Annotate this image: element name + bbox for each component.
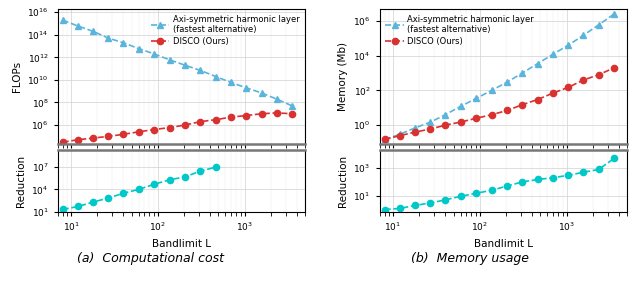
DISCO (Ours) — [166, 126, 173, 129]
Axi-symmetric harmonic layer
(fastest alternative) — [381, 138, 388, 141]
DISCO (Ours) — [212, 118, 220, 121]
DISCO (Ours) — [273, 111, 280, 115]
Axi-symmetric harmonic layer
(fastest alternative) — [564, 44, 572, 47]
DISCO (Ours) — [135, 130, 143, 133]
DISCO (Ours) — [457, 120, 465, 124]
Line: DISCO (Ours): DISCO (Ours) — [381, 65, 617, 143]
DISCO (Ours) — [196, 120, 204, 123]
DISCO (Ours) — [227, 116, 235, 119]
DISCO (Ours) — [488, 113, 495, 116]
Axi-symmetric harmonic layer
(fastest alternative) — [457, 105, 465, 108]
DISCO (Ours) — [258, 112, 266, 116]
DISCO (Ours) — [518, 103, 526, 106]
Axi-symmetric harmonic layer
(fastest alternative) — [412, 126, 419, 130]
Line: Axi-symmetric harmonic layer
(fastest alternative): Axi-symmetric harmonic layer (fastest al… — [60, 17, 295, 109]
Axi-symmetric harmonic layer
(fastest alternative) — [181, 64, 189, 67]
DISCO (Ours) — [472, 116, 480, 120]
Axi-symmetric harmonic layer
(fastest alternative) — [427, 120, 435, 124]
DISCO (Ours) — [59, 141, 67, 144]
DISCO (Ours) — [549, 91, 557, 95]
Axi-symmetric harmonic layer
(fastest alternative) — [258, 91, 266, 95]
DISCO (Ours) — [610, 66, 618, 70]
Axi-symmetric harmonic layer
(fastest alternative) — [243, 86, 250, 90]
DISCO (Ours) — [243, 114, 250, 117]
DISCO (Ours) — [120, 133, 127, 136]
Axi-symmetric harmonic layer
(fastest alternative) — [273, 97, 280, 101]
Axi-symmetric harmonic layer
(fastest alternative) — [503, 80, 511, 84]
Axi-symmetric harmonic layer
(fastest alternative) — [488, 89, 495, 92]
Legend: Axi-symmetric harmonic layer
(fastest alternative), DISCO (Ours): Axi-symmetric harmonic layer (fastest al… — [149, 13, 301, 47]
DISCO (Ours) — [181, 123, 189, 127]
DISCO (Ours) — [90, 136, 97, 140]
Axi-symmetric harmonic layer
(fastest alternative) — [90, 30, 97, 33]
DISCO (Ours) — [427, 127, 435, 131]
DISCO (Ours) — [396, 134, 404, 137]
DISCO (Ours) — [74, 138, 82, 141]
Line: DISCO (Ours): DISCO (Ours) — [60, 110, 295, 145]
Axi-symmetric harmonic layer
(fastest alternative) — [472, 97, 480, 100]
Axi-symmetric harmonic layer
(fastest alternative) — [150, 52, 158, 56]
Axi-symmetric harmonic layer
(fastest alternative) — [595, 23, 603, 26]
DISCO (Ours) — [381, 138, 388, 141]
Axi-symmetric harmonic layer
(fastest alternative) — [59, 18, 67, 22]
Axi-symmetric harmonic layer
(fastest alternative) — [580, 34, 588, 37]
Line: Axi-symmetric harmonic layer
(fastest alternative): Axi-symmetric harmonic layer (fastest al… — [381, 11, 617, 143]
DISCO (Ours) — [503, 109, 511, 112]
Axi-symmetric harmonic layer
(fastest alternative) — [74, 24, 82, 28]
Axi-symmetric harmonic layer
(fastest alternative) — [104, 36, 112, 40]
DISCO (Ours) — [580, 78, 588, 82]
DISCO (Ours) — [288, 112, 296, 116]
X-axis label: Bandlimit L: Bandlimit L — [474, 239, 533, 249]
Axi-symmetric harmonic layer
(fastest alternative) — [442, 113, 449, 116]
Y-axis label: Memory (Mb): Memory (Mb) — [338, 42, 348, 111]
Axi-symmetric harmonic layer
(fastest alternative) — [534, 62, 541, 65]
DISCO (Ours) — [564, 86, 572, 89]
Axi-symmetric harmonic layer
(fastest alternative) — [166, 58, 173, 62]
Axi-symmetric harmonic layer
(fastest alternative) — [549, 53, 557, 56]
DISCO (Ours) — [150, 128, 158, 131]
DISCO (Ours) — [534, 98, 541, 101]
Axi-symmetric harmonic layer
(fastest alternative) — [227, 81, 235, 84]
Axi-symmetric harmonic layer
(fastest alternative) — [518, 71, 526, 75]
DISCO (Ours) — [412, 130, 419, 134]
Axi-symmetric harmonic layer
(fastest alternative) — [120, 41, 127, 44]
DISCO (Ours) — [442, 123, 449, 127]
Axi-symmetric harmonic layer
(fastest alternative) — [196, 69, 204, 72]
Axi-symmetric harmonic layer
(fastest alternative) — [135, 47, 143, 50]
Text: (a)  Computational cost: (a) Computational cost — [77, 252, 224, 265]
Axi-symmetric harmonic layer
(fastest alternative) — [212, 75, 220, 78]
Axi-symmetric harmonic layer
(fastest alternative) — [396, 133, 404, 136]
Y-axis label: FLOPs: FLOPs — [12, 61, 22, 92]
X-axis label: Bandlimit L: Bandlimit L — [152, 239, 211, 249]
DISCO (Ours) — [595, 73, 603, 76]
Y-axis label: Reduction: Reduction — [16, 155, 26, 207]
Y-axis label: Reduction: Reduction — [338, 155, 348, 207]
Text: (b)  Memory usage: (b) Memory usage — [412, 252, 529, 265]
Axi-symmetric harmonic layer
(fastest alternative) — [288, 104, 296, 108]
Legend: Axi-symmetric harmonic layer
(fastest alternative), DISCO (Ours): Axi-symmetric harmonic layer (fastest al… — [384, 13, 536, 47]
DISCO (Ours) — [104, 135, 112, 138]
Axi-symmetric harmonic layer
(fastest alternative) — [610, 12, 618, 16]
